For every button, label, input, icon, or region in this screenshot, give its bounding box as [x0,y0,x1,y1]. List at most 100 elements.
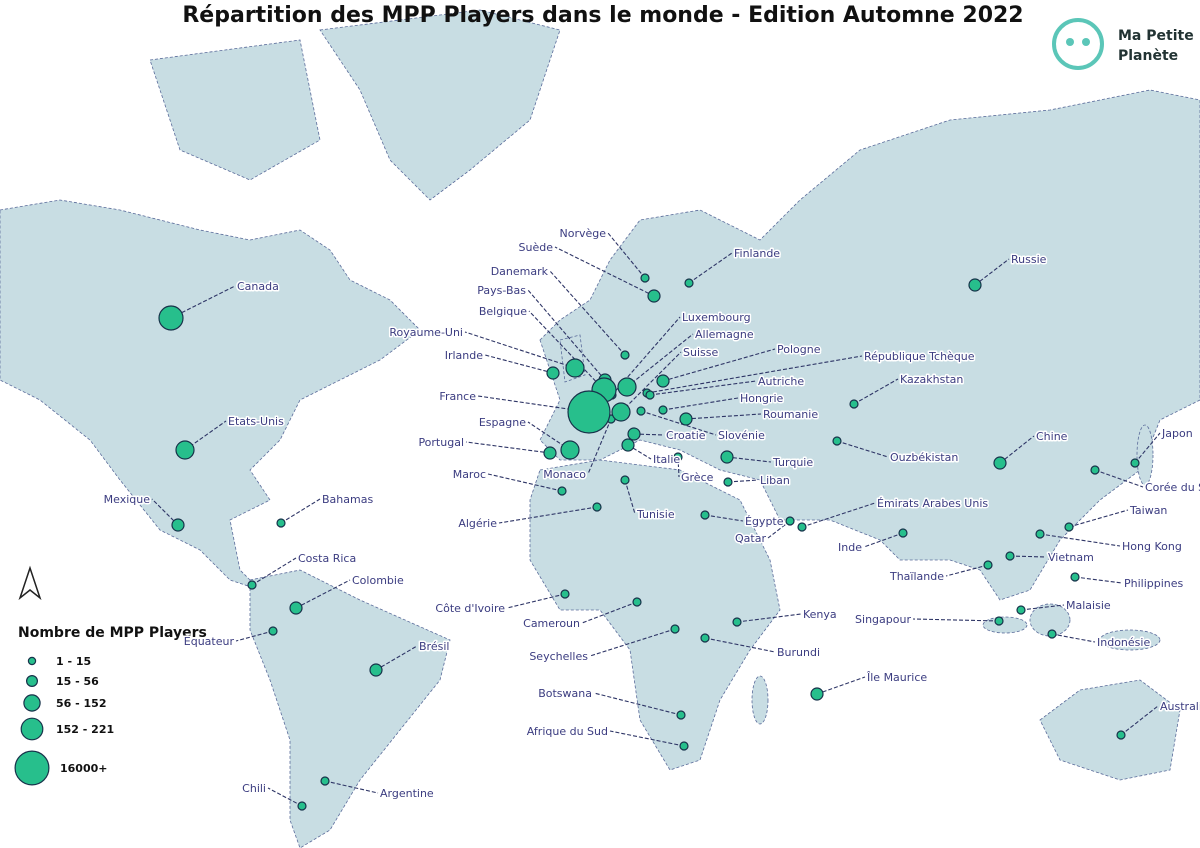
country-marker [557,486,567,496]
country-label: Kazakhstan [900,373,963,386]
leader-line [589,628,676,657]
country-marker [1090,465,1100,475]
country-marker [968,278,982,292]
leader-line [280,498,321,524]
country-label: Égypte [745,515,784,528]
country-marker [700,510,710,520]
country-label: Belgique [479,305,527,318]
leader-line [498,506,598,524]
country-label: Cameroun [523,617,580,630]
australia [1039,679,1181,781]
legend-marker [27,656,37,666]
country-marker [632,597,642,607]
leader-line [626,333,694,388]
leader-line [581,601,638,624]
leader-line [1068,509,1129,528]
leader-line [688,252,733,284]
country-marker [276,518,286,528]
leader-line [1051,633,1096,643]
country-label: Hong Kong [1122,540,1182,553]
country-marker [1016,605,1026,615]
legend: 1 - 15 15 - 56 56 - 152 152 - 221 16000+ [14,655,114,786]
legend-marker [20,717,44,741]
country-label: Malaisie [1066,599,1111,612]
country-marker [684,278,694,288]
country-label: Kenya [803,608,837,621]
leader-line [1094,469,1144,488]
country-label: Inde [838,541,862,554]
leader-lines [151,232,1161,807]
country-label: Côte d'Ivoire [435,602,505,615]
country-marker [1116,730,1126,740]
country-marker [560,440,580,460]
country-label: République Tchèque [864,350,975,363]
legend-marker [23,694,41,712]
country-label: Luxembourg [682,311,751,324]
country-label: Ouzbékistan [890,451,958,464]
country-marker [676,710,686,720]
country-label: Finlande [734,247,780,260]
country-marker [620,350,630,360]
madagascar [751,675,769,725]
country-label: Algérie [458,517,497,530]
country-label: Burundi [777,646,820,659]
arctic-islands [149,39,321,181]
country-label: Maroc [453,468,486,481]
country-label: Allemagne [695,328,754,341]
country-marker [1035,529,1045,539]
country-marker [560,589,570,599]
country-label: Grèce [681,471,714,484]
leader-line [726,456,772,463]
legend-marker [26,674,39,687]
country-marker [700,633,710,643]
country-label: France [439,390,476,403]
country-marker [620,475,630,485]
country-label: Roumanie [763,408,818,421]
country-marker [1064,522,1074,532]
country-label: Corée du Sud [1145,481,1200,494]
leader-line [587,418,612,475]
country-label: Norvège [559,227,606,240]
country-marker [611,402,631,422]
leader-line [767,520,791,539]
country-marker [171,518,185,532]
country-marker [640,273,650,283]
legend-label: 152 - 221 [56,723,114,736]
leader-line [816,676,866,695]
country-marker [320,776,330,786]
country-marker [621,438,635,452]
country-marker [670,624,680,634]
country-marker [983,560,993,570]
country-label: Thaïlande [889,570,944,583]
country-label: Liban [760,474,790,487]
country-label: Japon [1161,427,1193,440]
new-guinea [1099,629,1161,651]
country-label: Equateur [184,635,235,648]
country-label: Etats-Unis [228,415,284,428]
country-label: Afrique du Sud [527,725,608,738]
leader-line [974,258,1010,286]
logo-eye [1066,38,1074,46]
country-marker [1047,629,1057,639]
leader-line [1020,604,1065,611]
legend-title: Nombre de MPP Players [18,625,207,641]
country-label: Vietnam [1048,551,1094,564]
country-label: Costa Rica [298,552,356,565]
country-marker [679,412,693,426]
country-label: Île Maurice [866,671,927,684]
leader-line [1039,533,1121,547]
leader-line [295,579,351,609]
country-label: Argentine [380,787,434,800]
country-marker [849,399,859,409]
japan [1136,424,1154,486]
greenland [319,9,561,201]
leader-line [633,433,665,436]
country-label: Chili [242,782,266,795]
country-label: Pays-Bas [477,284,526,297]
country-marker [289,601,303,615]
leader-line [506,593,566,609]
leader-line [863,532,904,548]
country-label: Suède [519,241,554,254]
logo-icon [1052,18,1104,70]
leader-line [662,348,776,382]
